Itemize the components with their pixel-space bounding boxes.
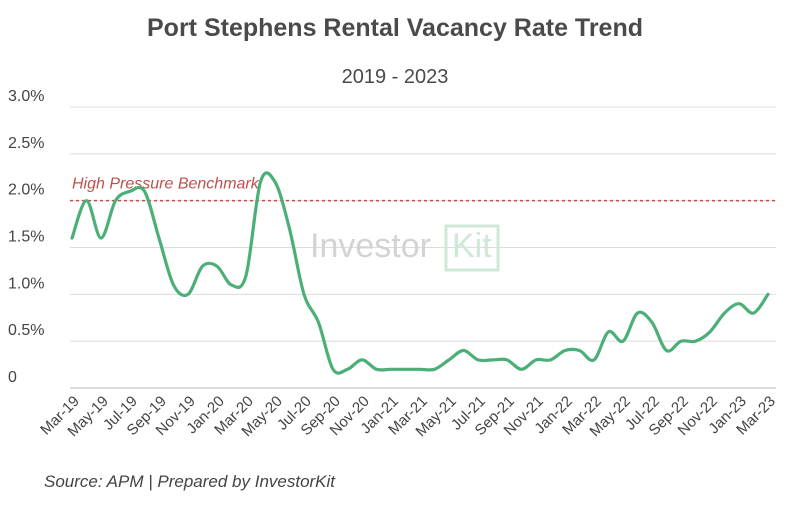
series-line [70,171,770,375]
benchmark: High Pressure Benchmark [70,176,776,202]
y-tick-label: 2.5% [8,135,44,152]
y-axis-ticks: 0 0.5% 1.0% 1.5% 2.0% 2.5% 3.0% [8,88,44,386]
y-tick-label: 1.0% [8,275,44,292]
y-tick-label: 1.5% [8,229,44,246]
watermark-box-text: Kit [452,227,492,265]
y-tick-label: 3.0% [8,88,44,105]
benchmark-label: High Pressure Benchmark [72,176,260,193]
chart-subtitle: 2019 - 2023 [341,66,449,88]
y-tick-label: 0.5% [8,322,44,339]
source-note: Source: APM | Prepared by InvestorKit [44,472,336,491]
series-group [70,171,770,375]
watermark-box [444,224,500,272]
y-tick-label: 0 [8,369,17,386]
x-axis-ticks: Mar-19May-19Jul-19Sep-19Nov-19Jan-20Mar-… [37,393,779,440]
grid-lines [70,106,776,389]
watermark-text: Investor [310,227,431,265]
chart-title: Port Stephens Rental Vacancy Rate Trend [147,14,643,42]
y-tick-label: 2.0% [8,182,44,199]
investorkit-watermark: Investor Kit [310,224,500,272]
